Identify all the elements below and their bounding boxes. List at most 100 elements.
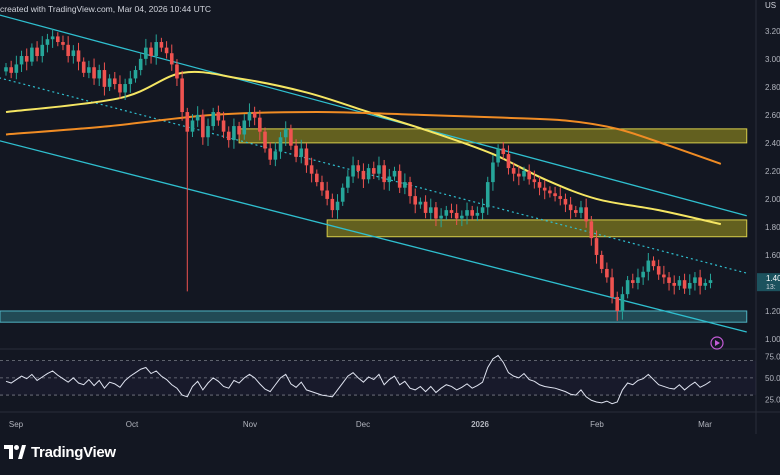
- candle-body: [237, 126, 241, 135]
- candle-body: [449, 210, 454, 213]
- candle-body: [4, 67, 8, 72]
- price-axis-panel: [756, 0, 780, 440]
- candle-body: [428, 207, 433, 213]
- candle-body: [371, 168, 376, 174]
- candle-body: [102, 70, 107, 87]
- candle-body: [501, 148, 506, 155]
- candle-body: [392, 170, 397, 177]
- candle-body: [667, 277, 671, 283]
- tradingview-logo-icon: [4, 445, 26, 459]
- candle-body: [185, 112, 190, 132]
- candle-body: [24, 56, 29, 62]
- candle-body: [87, 67, 91, 73]
- candle-body: [485, 182, 490, 208]
- candle-body: [232, 126, 236, 141]
- alert-play-icon: [715, 340, 720, 346]
- candle-body: [144, 47, 148, 59]
- candle-body: [247, 112, 252, 121]
- y-tick-label: 1.20: [765, 307, 780, 316]
- candle-body: [356, 165, 361, 171]
- candle-body: [620, 294, 625, 311]
- footer-bar: [0, 434, 780, 470]
- candle-body: [542, 187, 547, 191]
- y-tick-label: 1.00: [765, 335, 780, 344]
- x-tick-label: 2026: [471, 420, 489, 429]
- candle-body: [439, 215, 443, 219]
- candle-body: [636, 277, 640, 283]
- y-tick-label: 2.40: [765, 139, 780, 148]
- candle-body: [563, 198, 568, 205]
- currency-label: US: [765, 1, 776, 10]
- tradingview-logo: TradingView: [4, 440, 116, 464]
- candle-body: [263, 131, 267, 149]
- x-tick-label: Sep: [9, 420, 24, 429]
- candle-body: [625, 280, 630, 295]
- candle-body: [558, 196, 563, 199]
- y-tick-label: 2.20: [765, 167, 780, 176]
- candle-body: [641, 271, 645, 278]
- last-price-badge: [757, 273, 780, 292]
- candle-body: [61, 42, 65, 45]
- candle-body: [169, 53, 174, 65]
- candle-body: [164, 47, 169, 54]
- candle-body: [118, 84, 122, 93]
- candle-body: [703, 282, 708, 286]
- candle-body: [656, 266, 661, 275]
- candle-body: [475, 212, 480, 216]
- candle-body: [444, 210, 449, 216]
- candle-body: [366, 168, 371, 180]
- candle-body: [258, 117, 262, 132]
- candle-body: [506, 154, 511, 169]
- candle-body: [138, 58, 143, 71]
- last-price-label: 1.40: [766, 274, 780, 283]
- candle-body: [289, 128, 293, 146]
- candle-body: [651, 260, 656, 267]
- candle-body: [154, 42, 159, 57]
- y-tick-label: 1.60: [765, 251, 780, 260]
- ma_fast-line: [5, 70, 722, 226]
- candle-body: [646, 260, 651, 272]
- candle-body: [610, 277, 614, 297]
- candle-body: [532, 179, 537, 183]
- candle-body: [687, 282, 692, 289]
- candle-body: [97, 70, 102, 79]
- candle-body: [30, 47, 34, 62]
- candle-body: [377, 165, 381, 174]
- candle-body: [480, 207, 485, 213]
- y-tick-label: 1.80: [765, 223, 780, 232]
- candle-body: [454, 212, 459, 219]
- y-tick-label: 3.20: [765, 27, 780, 36]
- candle-body: [672, 282, 677, 286]
- candle-body: [40, 44, 45, 57]
- candle-body: [206, 126, 210, 138]
- candle-body: [527, 170, 531, 180]
- chart-credit-header: created with TradingView.com, Mar 04, 20…: [0, 4, 211, 14]
- candle-body: [677, 280, 682, 286]
- mid-zone: [326, 219, 748, 238]
- candle-body: [252, 112, 257, 118]
- x-tick-label: Nov: [243, 420, 257, 429]
- candle-body: [340, 187, 345, 202]
- candle-body: [351, 165, 355, 177]
- candle-body: [304, 148, 309, 166]
- candle-body: [630, 280, 635, 283]
- candle-body: [92, 67, 96, 79]
- rsi-tick-label: 50.0: [765, 374, 780, 383]
- candle-body: [387, 176, 392, 183]
- candle-body: [662, 274, 666, 278]
- candle-body: [589, 221, 594, 239]
- candle-body: [112, 78, 117, 85]
- candle-body: [553, 193, 557, 197]
- x-tick-label: Oct: [126, 420, 139, 429]
- credit-text: created with TradingView.com, Mar 04, 20…: [0, 4, 212, 14]
- candle-body: [273, 151, 278, 160]
- candle-body: [242, 120, 247, 135]
- candle-body: [159, 42, 164, 48]
- candle-body: [190, 120, 195, 132]
- candle-body: [465, 210, 469, 216]
- y-tick-label: 2.00: [765, 195, 780, 204]
- candle-body: [149, 47, 153, 57]
- candle-body: [320, 182, 324, 191]
